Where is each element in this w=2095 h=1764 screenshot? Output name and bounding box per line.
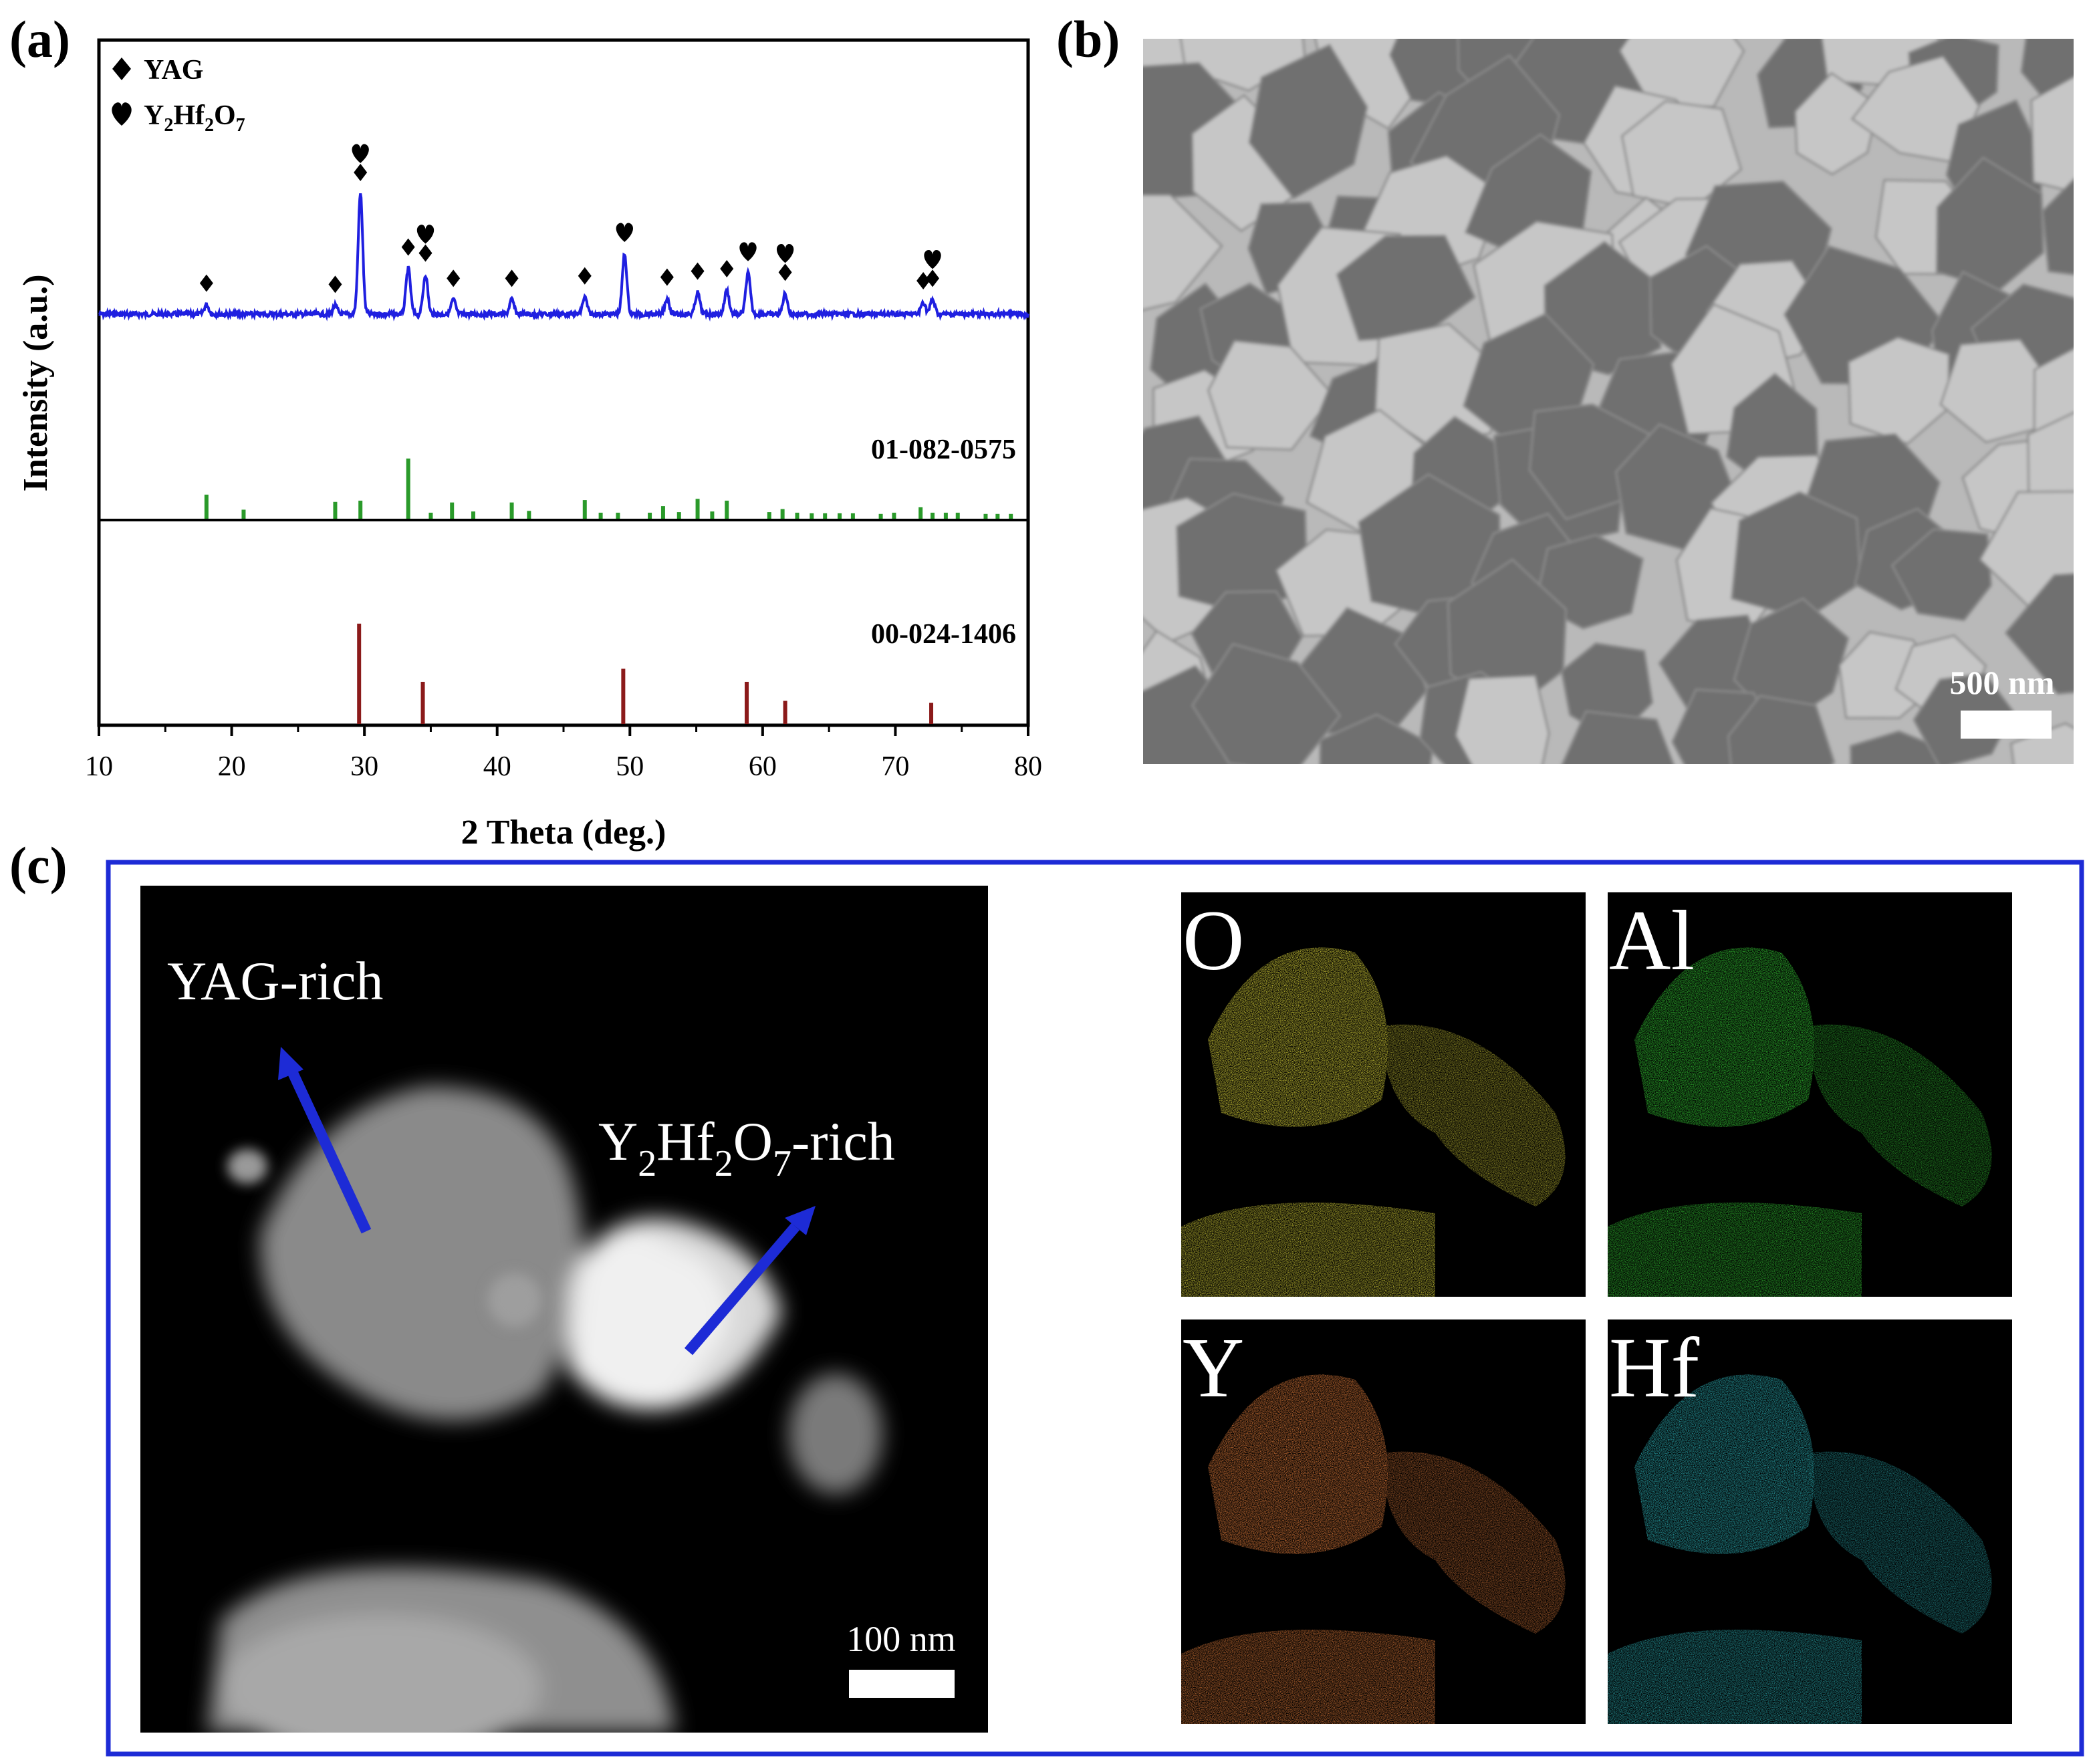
x-tick-label-40: 40 [483, 751, 511, 782]
sem-grain [1455, 674, 1550, 764]
diamond-marker-icon [418, 244, 433, 262]
x-tick-label-70: 70 [881, 751, 909, 782]
x-tick-label-10: 10 [85, 751, 113, 782]
sem-grain [2009, 722, 2074, 764]
diamond-marker-icon [447, 269, 461, 287]
legend-y2hf2o7: Y2Hf2O7 [144, 100, 245, 136]
x-tick-label-30: 30 [350, 751, 378, 782]
measured-pattern [98, 193, 1029, 322]
heart-marker-icon [352, 144, 369, 163]
eds-map-al: Al [1608, 892, 2012, 1297]
diamond-marker-icon [328, 275, 342, 293]
ref-label-2: 00-024-1406 [871, 619, 1016, 650]
arrow-yag [287, 1070, 372, 1234]
heart-marker-icon [616, 223, 634, 242]
x-tick-label-50: 50 [616, 751, 644, 782]
diamond-marker-icon [578, 267, 592, 285]
stem-label-hfo: Y2Hf2O7-rich [598, 1111, 895, 1184]
eds-map-y: Y [1181, 1319, 1586, 1724]
y-axis-label: Intensity (a.u.) [17, 274, 55, 491]
heart-marker-icon [739, 242, 757, 261]
sem-grain [2030, 76, 2074, 193]
panel-c: YAG-rich Y2Hf2O7-rich 100 nm O Al Y Hf [106, 860, 2084, 1757]
eds-label-o: O [1183, 893, 1244, 988]
sem-scale-bar [1961, 711, 2052, 739]
eds-label-al: Al [1609, 893, 1695, 988]
legend-heart-icon [112, 102, 132, 126]
diamond-marker-icon [199, 274, 213, 292]
legend-diamond-icon [112, 57, 131, 80]
eds-label-hf: Hf [1609, 1320, 1699, 1415]
stem-label-yag: YAG-rich [167, 951, 383, 1011]
panel-label-c: (c) [9, 836, 68, 894]
diamond-marker-icon [660, 268, 674, 286]
diamond-marker-icon [778, 263, 792, 281]
diamond-marker-icon [916, 272, 931, 289]
stem-image: YAG-rich Y2Hf2O7-rich 100 nm [140, 886, 988, 1733]
diamond-marker-icon [691, 262, 705, 280]
eds-maps: O Al Y Hf [1181, 892, 2012, 1724]
x-ticks: 10 20 30 40 50 60 70 80 [85, 725, 1042, 782]
diamond-marker-icon [505, 269, 519, 287]
stem-scale-text: 100 nm [846, 1619, 956, 1659]
sem-grain [1620, 100, 1743, 210]
sem-grain [1191, 642, 1342, 764]
legend-yag: YAG [144, 55, 203, 86]
peak-markers [199, 144, 941, 293]
eds-map-o: O [1181, 892, 1586, 1297]
sem-grain [1890, 528, 1993, 622]
ref-label-1: 01-082-0575 [871, 434, 1016, 465]
sem-grain [1847, 336, 1951, 445]
arrow-yag-head [278, 1047, 303, 1080]
diamond-marker-icon [720, 260, 734, 277]
x-tick-label-80: 80 [1014, 751, 1042, 782]
sem-grain [1618, 39, 1745, 108]
measured-pattern-line [98, 193, 1029, 322]
sem-grain [1207, 340, 1334, 451]
x-tick-label-20: 20 [218, 751, 246, 782]
panel-label-a: (a) [9, 10, 70, 68]
panel-label-b: (b) [1056, 10, 1120, 68]
xrd-chart: 10 20 30 40 50 60 70 80 YAG Y2Hf2O7 01-082-0575… [17, 38, 1042, 852]
diamond-marker-icon [926, 269, 940, 287]
eds-label-y: Y [1183, 1320, 1244, 1415]
stem-scale-bar [849, 1670, 955, 1698]
panel-c-frame [106, 860, 2084, 1757]
sem-grain [1143, 194, 1223, 311]
diamond-marker-icon [401, 238, 415, 256]
heart-marker-icon [416, 225, 435, 244]
heart-marker-icon [924, 249, 941, 269]
sem-image: 500 nm [1143, 39, 2074, 764]
diamond-marker-icon [354, 164, 368, 181]
sem-scale-text: 500 nm [1950, 664, 2055, 701]
x-axis-label: 2 Theta (deg.) [461, 813, 666, 852]
legend: YAG Y2Hf2O7 [112, 55, 245, 136]
x-tick-label-60: 60 [749, 751, 777, 782]
sem-grain [2004, 573, 2074, 695]
arrow-hfo-head [785, 1206, 816, 1235]
sem-grain [1849, 730, 1949, 764]
sem-grain [1248, 43, 1368, 200]
sem-grain [1561, 710, 1675, 764]
sem-grain [1727, 695, 1836, 764]
heart-marker-icon [776, 243, 794, 263]
eds-map-hf: Hf [1608, 1319, 2012, 1724]
reference-sticks [204, 459, 1013, 724]
arrow-hfo [684, 1223, 800, 1356]
sem-grain [2042, 178, 2074, 276]
